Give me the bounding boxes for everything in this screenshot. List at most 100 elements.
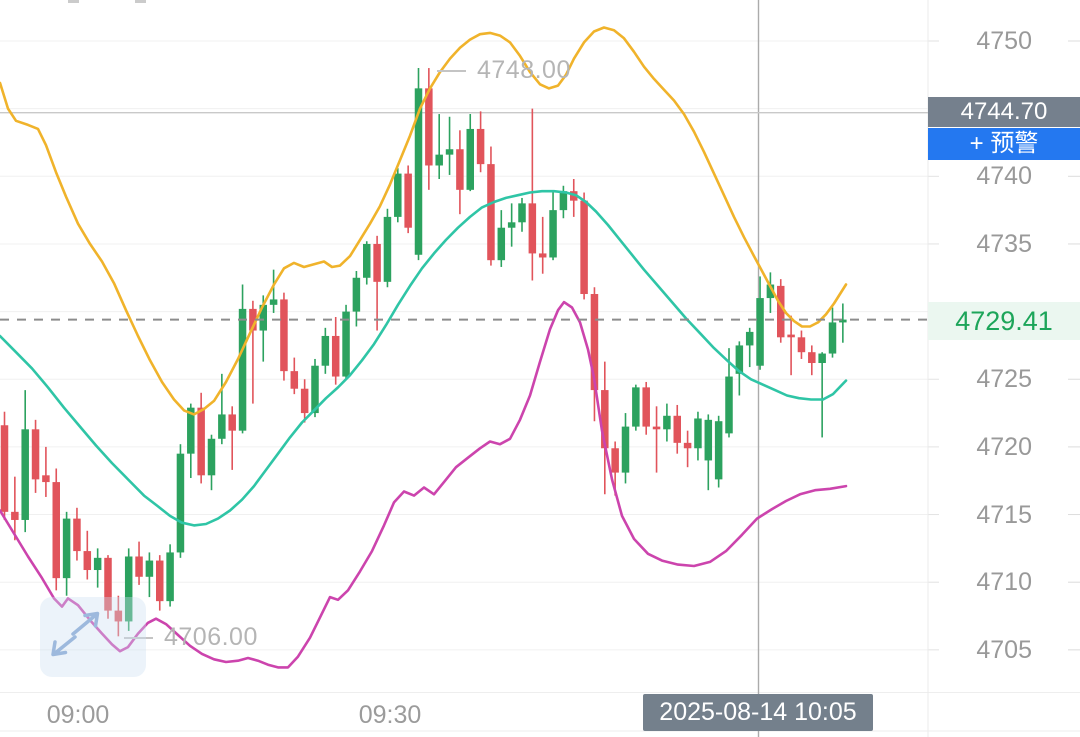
time-axis-label: 09:30 (358, 701, 422, 729)
candle (704, 419, 713, 461)
candle (787, 334, 795, 338)
candle (652, 426, 661, 430)
candle (487, 164, 495, 261)
expand-chart-icon[interactable] (40, 597, 146, 677)
candle (331, 335, 340, 377)
time-axis-label: 09:00 (46, 701, 110, 729)
candle (777, 285, 785, 338)
candle (0, 425, 9, 512)
alert-price-badge: 4744.70 (928, 97, 1080, 127)
candle (166, 552, 174, 602)
candle (756, 298, 764, 366)
candle (404, 173, 412, 228)
candle (207, 438, 216, 476)
candle (394, 173, 402, 217)
candle (269, 299, 278, 305)
candle (828, 322, 837, 354)
candle (673, 415, 681, 443)
candle (62, 518, 71, 579)
crosshair-date-badge: 2025-08-14 10:05 (643, 694, 873, 731)
candle (445, 149, 454, 155)
candle (311, 365, 319, 414)
price-axis-label: 4720 (976, 432, 1032, 461)
candle (808, 352, 816, 364)
time-axis: 09:00 09:30 (0, 698, 1080, 737)
candle (197, 407, 205, 476)
candle (435, 154, 443, 166)
candle (580, 200, 588, 295)
clipped-indicator-text-fragment (135, 0, 146, 3)
candle (383, 216, 392, 282)
price-axis-label: 4725 (976, 365, 1032, 394)
candle (373, 243, 381, 282)
candle (839, 319, 847, 323)
candle (259, 304, 267, 331)
price-axis-label: 4735 (976, 229, 1032, 258)
candle (114, 610, 123, 622)
candle (456, 149, 464, 190)
candle (414, 88, 423, 255)
candle (352, 277, 361, 312)
candle (228, 414, 236, 431)
candle (280, 299, 288, 372)
candle (642, 387, 650, 427)
candle (21, 429, 29, 520)
candle (93, 557, 102, 571)
candle (363, 243, 371, 278)
price-axis-label: 4715 (976, 500, 1032, 529)
candle (683, 442, 692, 449)
price-axis: 4750 4740 4735 4725 4720 4715 4710 4705 (930, 0, 1080, 737)
candle (156, 560, 164, 602)
candle (528, 203, 537, 254)
candle (549, 210, 557, 258)
candle (766, 284, 775, 299)
diagonal-arrows-icon (51, 611, 100, 657)
candle (518, 203, 526, 223)
candle (538, 253, 547, 258)
price-axis-label: 4710 (976, 568, 1032, 597)
upper-band-line (0, 26, 848, 416)
candle (300, 388, 309, 414)
candle (590, 294, 599, 391)
candle (425, 88, 433, 166)
candle (476, 128, 485, 165)
candle (797, 337, 806, 353)
candle (694, 418, 702, 449)
price-axis-label: 4705 (976, 635, 1032, 664)
candle (124, 556, 133, 622)
candle (135, 556, 143, 577)
candle (11, 511, 19, 520)
middle-band-line (0, 189, 848, 527)
candle (342, 311, 350, 377)
candle (290, 371, 299, 389)
price-axis-label: 4750 (976, 27, 1032, 55)
candle (73, 518, 81, 552)
price-axis-label: 4740 (976, 162, 1032, 191)
candle (145, 560, 154, 577)
candle (507, 222, 516, 228)
candle (321, 335, 330, 366)
candle (621, 426, 630, 473)
candle (238, 308, 247, 431)
candle (176, 453, 185, 553)
candle (559, 191, 568, 211)
candle (663, 415, 671, 430)
clipped-indicator-text-fragment (68, 0, 79, 3)
candle (714, 421, 723, 480)
candle (218, 414, 226, 439)
add-alert-button[interactable]: + 预警 (928, 128, 1080, 160)
candle (466, 128, 474, 190)
candle (31, 429, 40, 480)
current-price-label: 4729.41 (928, 302, 1080, 340)
candle (104, 557, 112, 611)
candle (42, 475, 50, 483)
candle (611, 448, 619, 473)
candle (632, 387, 640, 427)
candle (83, 551, 92, 571)
candle (497, 227, 506, 261)
candle (187, 407, 195, 454)
candle (745, 331, 754, 346)
candle (735, 345, 744, 374)
